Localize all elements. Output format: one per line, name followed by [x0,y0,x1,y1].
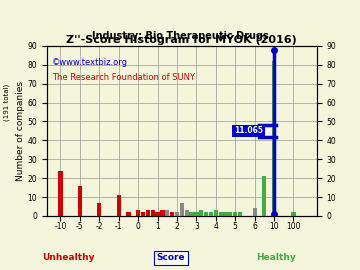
Bar [238,212,242,216]
Bar [209,212,213,216]
Bar [141,212,145,216]
Bar [160,210,165,216]
Bar [291,212,296,216]
Bar [223,212,228,216]
Bar [165,210,169,216]
Bar [175,212,179,216]
Title: Z''-Score Histogram for MYOK (2016): Z''-Score Histogram for MYOK (2016) [67,35,297,45]
Bar [199,210,203,216]
Bar [170,212,174,216]
Bar [136,210,140,216]
Bar [233,212,237,216]
Bar [194,212,198,216]
Bar [58,171,63,216]
Bar [185,210,189,216]
Text: Healthy: Healthy [256,254,296,262]
Bar [97,203,102,216]
Bar [150,210,155,216]
Bar [126,212,131,216]
Text: ©www.textbiz.org: ©www.textbiz.org [52,58,128,67]
Text: 11.065: 11.065 [234,126,264,136]
Bar [189,212,194,216]
Bar [180,203,184,216]
Text: Unhealthy: Unhealthy [42,254,95,262]
Bar [156,212,159,216]
Bar [262,176,266,216]
Bar [117,195,121,216]
Bar [228,212,233,216]
Bar [219,212,223,216]
Bar [252,208,257,216]
Bar [204,212,208,216]
Bar [78,186,82,216]
Text: The Research Foundation of SUNY: The Research Foundation of SUNY [52,73,195,82]
Bar [146,210,150,216]
Text: Industry: Bio Therapeutic Drugs: Industry: Bio Therapeutic Drugs [92,31,268,41]
Bar [272,61,276,216]
Text: Score: Score [157,254,185,262]
Text: (191 total): (191 total) [4,84,10,121]
Y-axis label: Number of companies: Number of companies [15,81,24,181]
Bar [213,210,218,216]
